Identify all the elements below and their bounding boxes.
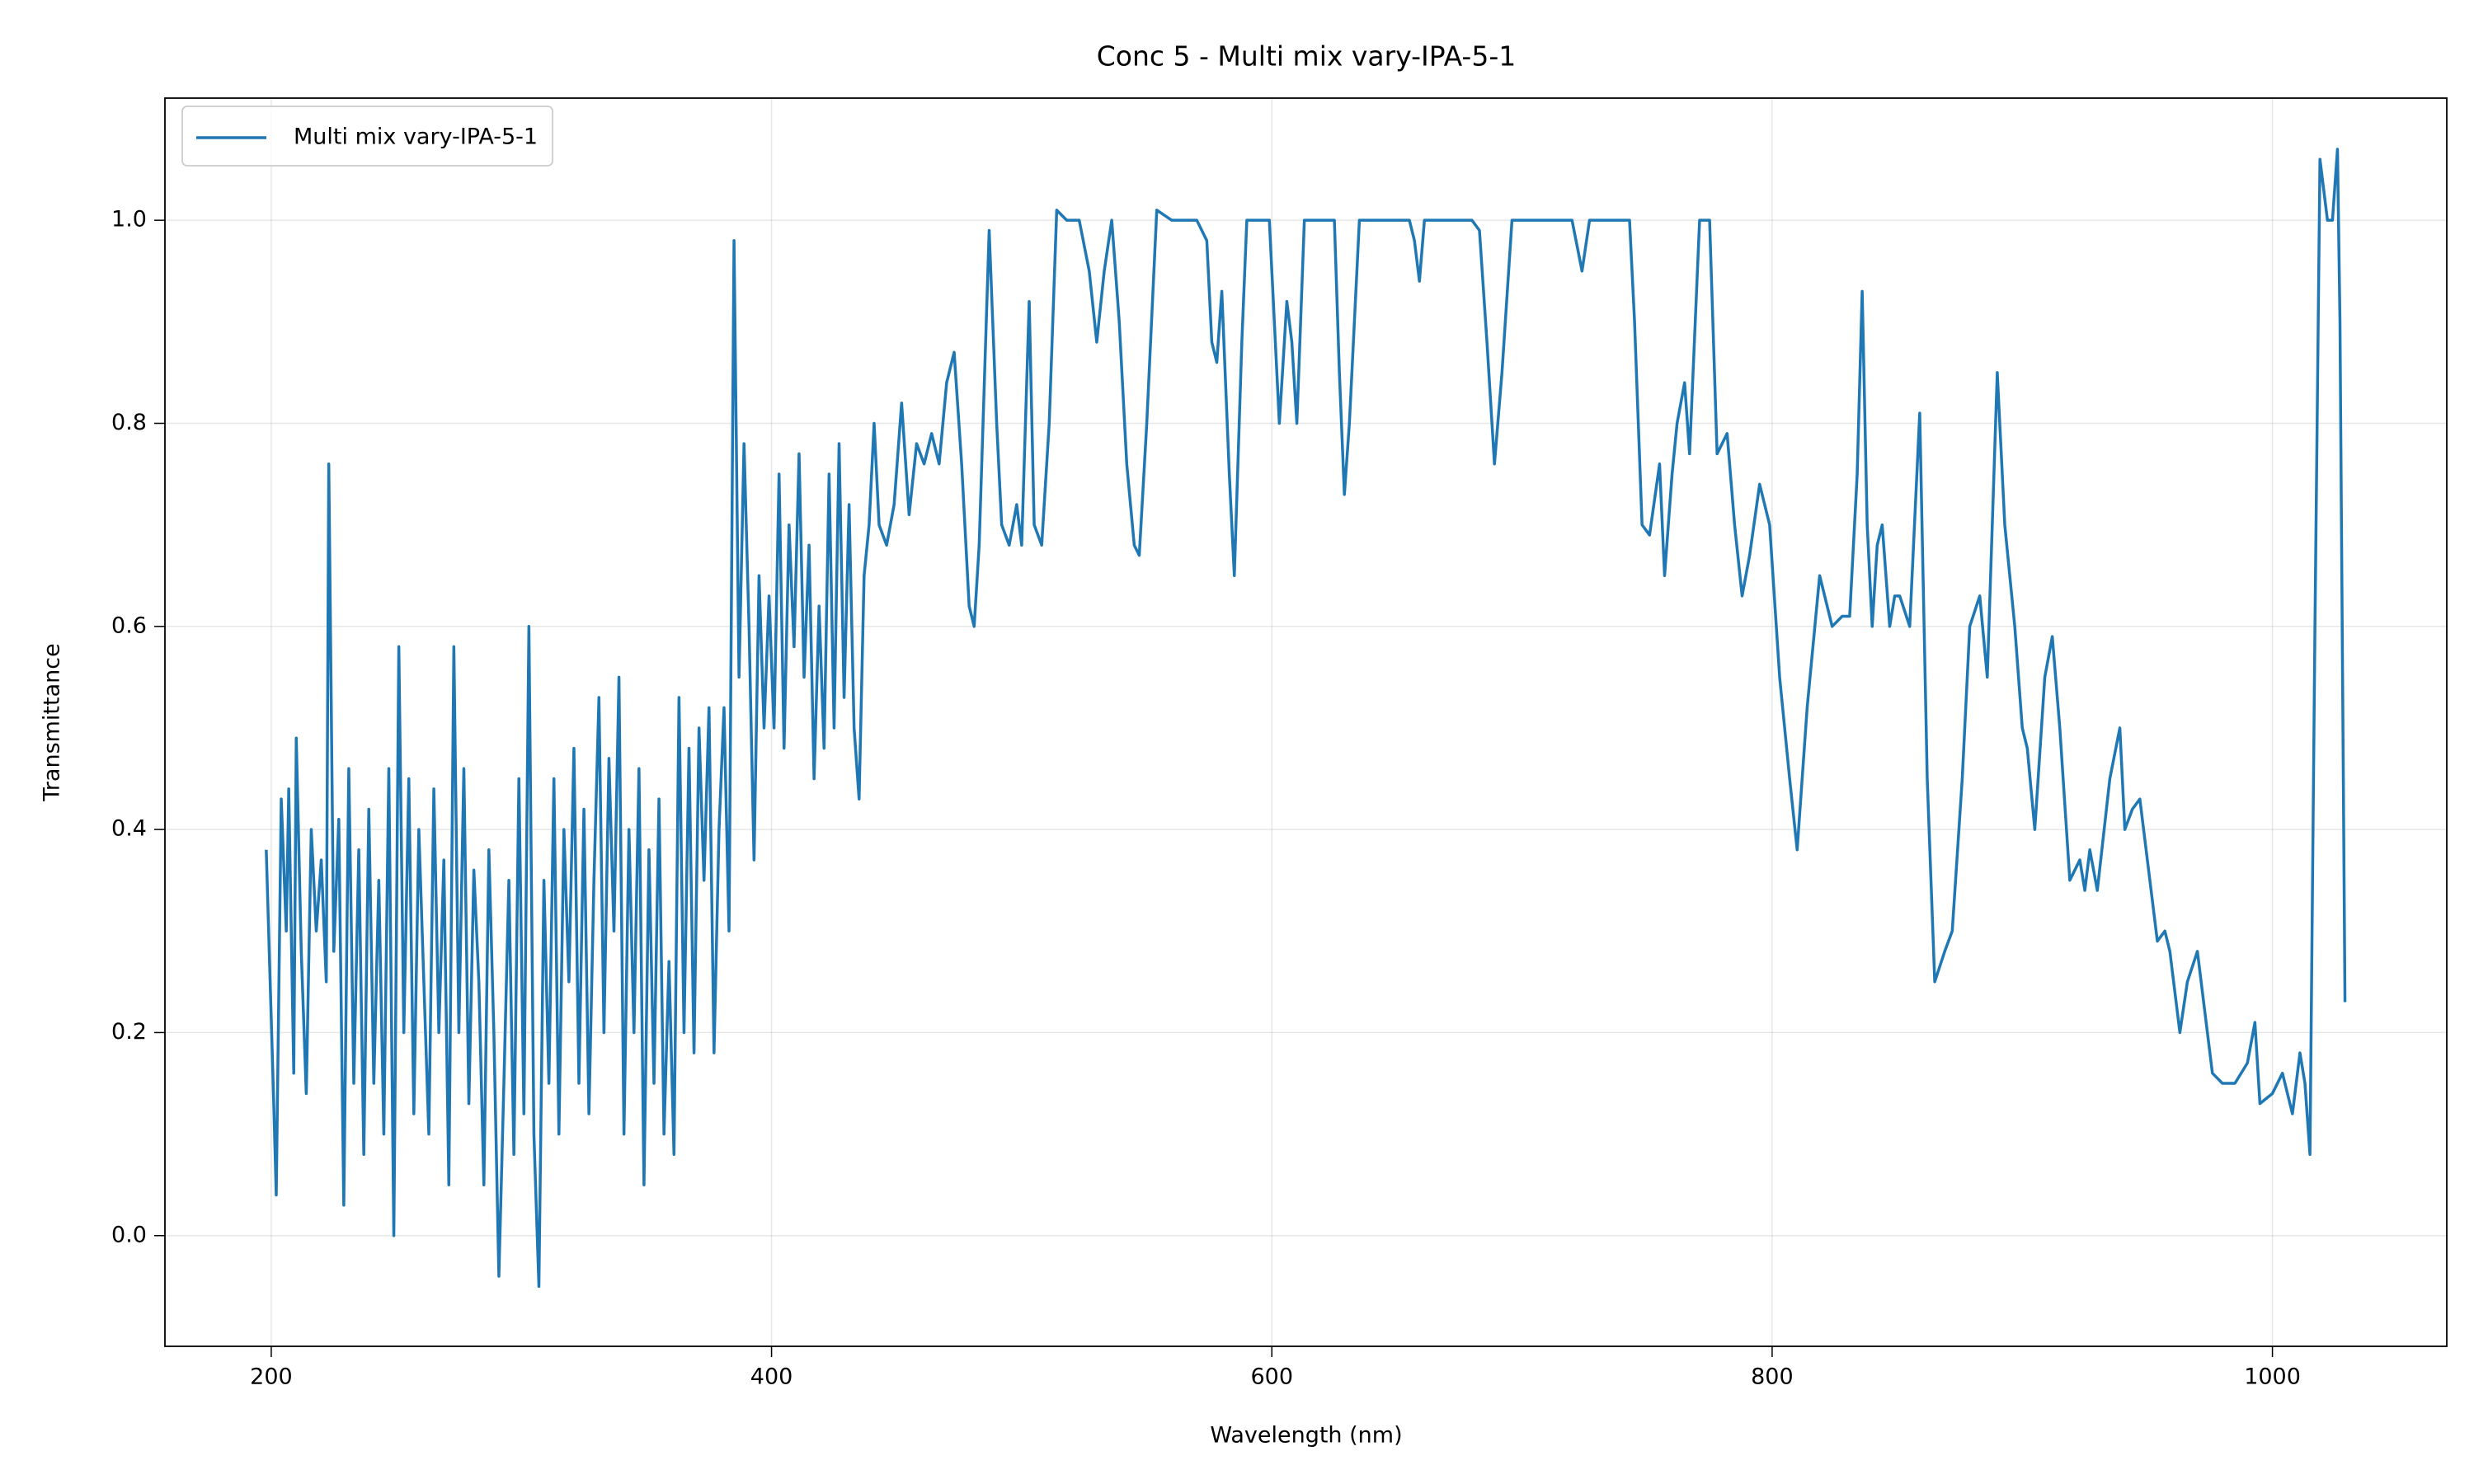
data-line <box>265 148 2347 1289</box>
y-tick-label: 1.0 <box>111 207 147 232</box>
legend-label: Multi mix vary-IPA-5-1 <box>294 124 538 150</box>
y-tick-label: 0.0 <box>111 1222 147 1247</box>
y-tick-label: 0.6 <box>111 613 147 638</box>
chart-title: Conc 5 - Multi mix vary-IPA-5-1 <box>1097 40 1517 73</box>
y-tick-label: 0.8 <box>111 410 147 435</box>
y-tick-label: 0.2 <box>111 1019 147 1045</box>
y-tick-label: 0.4 <box>111 816 147 842</box>
y-axis-label: Transmittance <box>40 643 65 801</box>
x-tick-label: 800 <box>1751 1364 1794 1390</box>
legend-box <box>181 106 553 167</box>
axes-frame <box>164 97 2448 1347</box>
x-tick-label: 1000 <box>2244 1364 2301 1390</box>
x-tick-label: 200 <box>250 1364 293 1390</box>
x-tick-label: 400 <box>750 1364 793 1390</box>
x-axis-label: Wavelength (nm) <box>1210 1423 1402 1449</box>
x-tick-label: 600 <box>1250 1364 1293 1390</box>
